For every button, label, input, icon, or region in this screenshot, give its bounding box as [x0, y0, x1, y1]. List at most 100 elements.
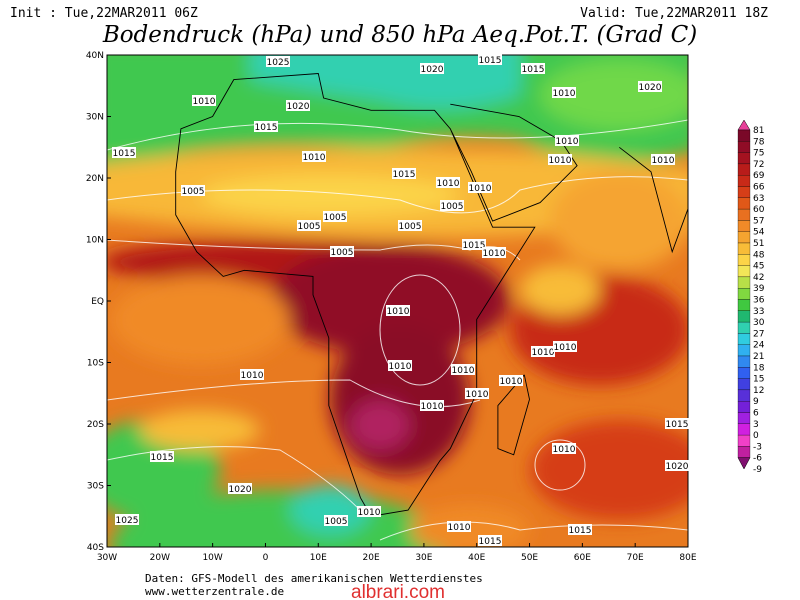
colorbar-swatch [737, 175, 751, 187]
colorbar-swatch [737, 389, 751, 402]
lon-label: 10W [202, 553, 222, 563]
lat-label: 40N [86, 51, 104, 61]
isobar-label-box [112, 147, 136, 158]
isobar-label-box [521, 63, 545, 74]
lon-label: 80E [679, 553, 696, 563]
isobar-label: 1010 [437, 179, 460, 189]
colorbar-label: 78 [753, 137, 765, 147]
isobar-label: 1010 [389, 362, 412, 372]
isobar-label-box [240, 369, 264, 380]
website: www.wetterzentrale.de [145, 585, 284, 598]
lat-label: 20S [87, 420, 104, 430]
isobar-label: 1005 [298, 222, 321, 232]
isobar-label: 1015 [479, 56, 502, 66]
isobar-label: 1010 [193, 97, 216, 107]
isobar-label-box [478, 535, 502, 546]
colorbar-swatch [737, 186, 751, 198]
colorbar-label: 30 [753, 318, 765, 328]
isobar-label-box [323, 211, 347, 222]
isobar-label: 1020 [421, 65, 444, 75]
isobar-label-box [150, 451, 174, 462]
isobar-label: 1025 [116, 516, 139, 526]
isobar-label-box [499, 375, 523, 386]
isobar-label-box [436, 177, 460, 188]
isobar-label: 1020 [287, 102, 310, 112]
colorbar-label: 51 [753, 239, 764, 249]
colorbar-swatch [737, 310, 751, 323]
colorbar-label: 36 [753, 296, 765, 306]
isobar-label-box [386, 305, 410, 316]
isobar-label: 1010 [553, 89, 576, 99]
isobar-label: 1010 [466, 390, 489, 400]
lat-label: 30S [87, 482, 104, 492]
map-field [107, 55, 688, 547]
colorbar-label: 45 [753, 262, 764, 272]
colorbar-swatch [737, 378, 751, 391]
colorbar-label: 60 [753, 205, 765, 215]
colorbar-swatch [737, 141, 751, 153]
colorbar-swatch [737, 129, 751, 142]
lon-label: 20E [363, 553, 380, 563]
isobar-label: 1010 [554, 343, 577, 353]
data-source: Daten: GFS-Modell des amerikanischen Wet… [145, 572, 483, 585]
isobar-label: 1010 [483, 249, 506, 259]
isobar-label: 1010 [448, 523, 471, 533]
isobar-label: 1010 [652, 156, 675, 166]
lon-label: 10E [310, 553, 327, 563]
isobar-label: 1010 [452, 366, 475, 376]
isobar-label: 1005 [324, 213, 347, 223]
colorbar-swatch [737, 423, 751, 436]
colorbar-label: 48 [753, 250, 765, 260]
isobar-label-box [451, 364, 475, 375]
isobar-label: 1015 [151, 453, 174, 463]
coastline [175, 73, 688, 517]
isobar-label: 1005 [325, 517, 348, 527]
colorbar-label: -9 [753, 465, 762, 475]
colorbar-swatch [737, 197, 751, 210]
isobar-label-box [286, 100, 310, 111]
colorbar-swatch [737, 344, 751, 357]
colorbar-swatch [737, 333, 751, 345]
colorbar-label: 42 [753, 273, 764, 283]
isobar-label-box [115, 514, 139, 525]
colorbar-swatch [737, 231, 751, 244]
lon-label: 50E [521, 553, 538, 563]
isobar-label-box [478, 54, 502, 65]
lon-label: 70E [627, 553, 644, 563]
isobar-label-box [392, 168, 416, 179]
isobar-label-box [531, 346, 555, 357]
isobar-label-box [398, 220, 422, 231]
isobar-label-box [357, 506, 381, 517]
colorbar-label: 69 [753, 171, 765, 181]
colorbar-swatch [737, 288, 751, 300]
isobar-label-box [420, 400, 444, 411]
isobar-label: 1010 [469, 184, 492, 194]
colorbar-label: 27 [753, 329, 764, 339]
isobar-label: 1015 [463, 241, 486, 251]
isobar-label-box [388, 360, 412, 371]
isobar-label: 1015 [569, 526, 592, 536]
isobar-label-box [330, 246, 354, 257]
colorbar-label: 75 [753, 149, 764, 159]
isobar-label-box [228, 483, 252, 494]
isobar-label-box [297, 220, 321, 231]
lat-label: 10N [86, 236, 104, 246]
isobar-label: 1015 [666, 420, 689, 430]
map-title: Bodendruck (hPa) und 850 hPa Aeq.Pot.T. … [102, 22, 697, 48]
isobar-label: 1010 [500, 377, 523, 387]
colorbar-label: 66 [753, 183, 765, 193]
colorbar-label: 63 [753, 194, 764, 204]
colorbar-label: 57 [753, 216, 764, 226]
colorbar-label: 3 [753, 420, 759, 430]
isobar-label: 1010 [556, 137, 579, 147]
isobar-label-box [420, 63, 444, 74]
isobar-label: 1010 [358, 508, 381, 518]
colorbar-label: 15 [753, 375, 764, 385]
isobar-label: 1020 [229, 485, 252, 495]
isobar-label-box [552, 87, 576, 98]
isobar-label-box [254, 121, 278, 132]
colorbar-tip [737, 119, 751, 131]
isobar-label-box [462, 239, 486, 250]
lon-label: 30W [97, 553, 117, 563]
